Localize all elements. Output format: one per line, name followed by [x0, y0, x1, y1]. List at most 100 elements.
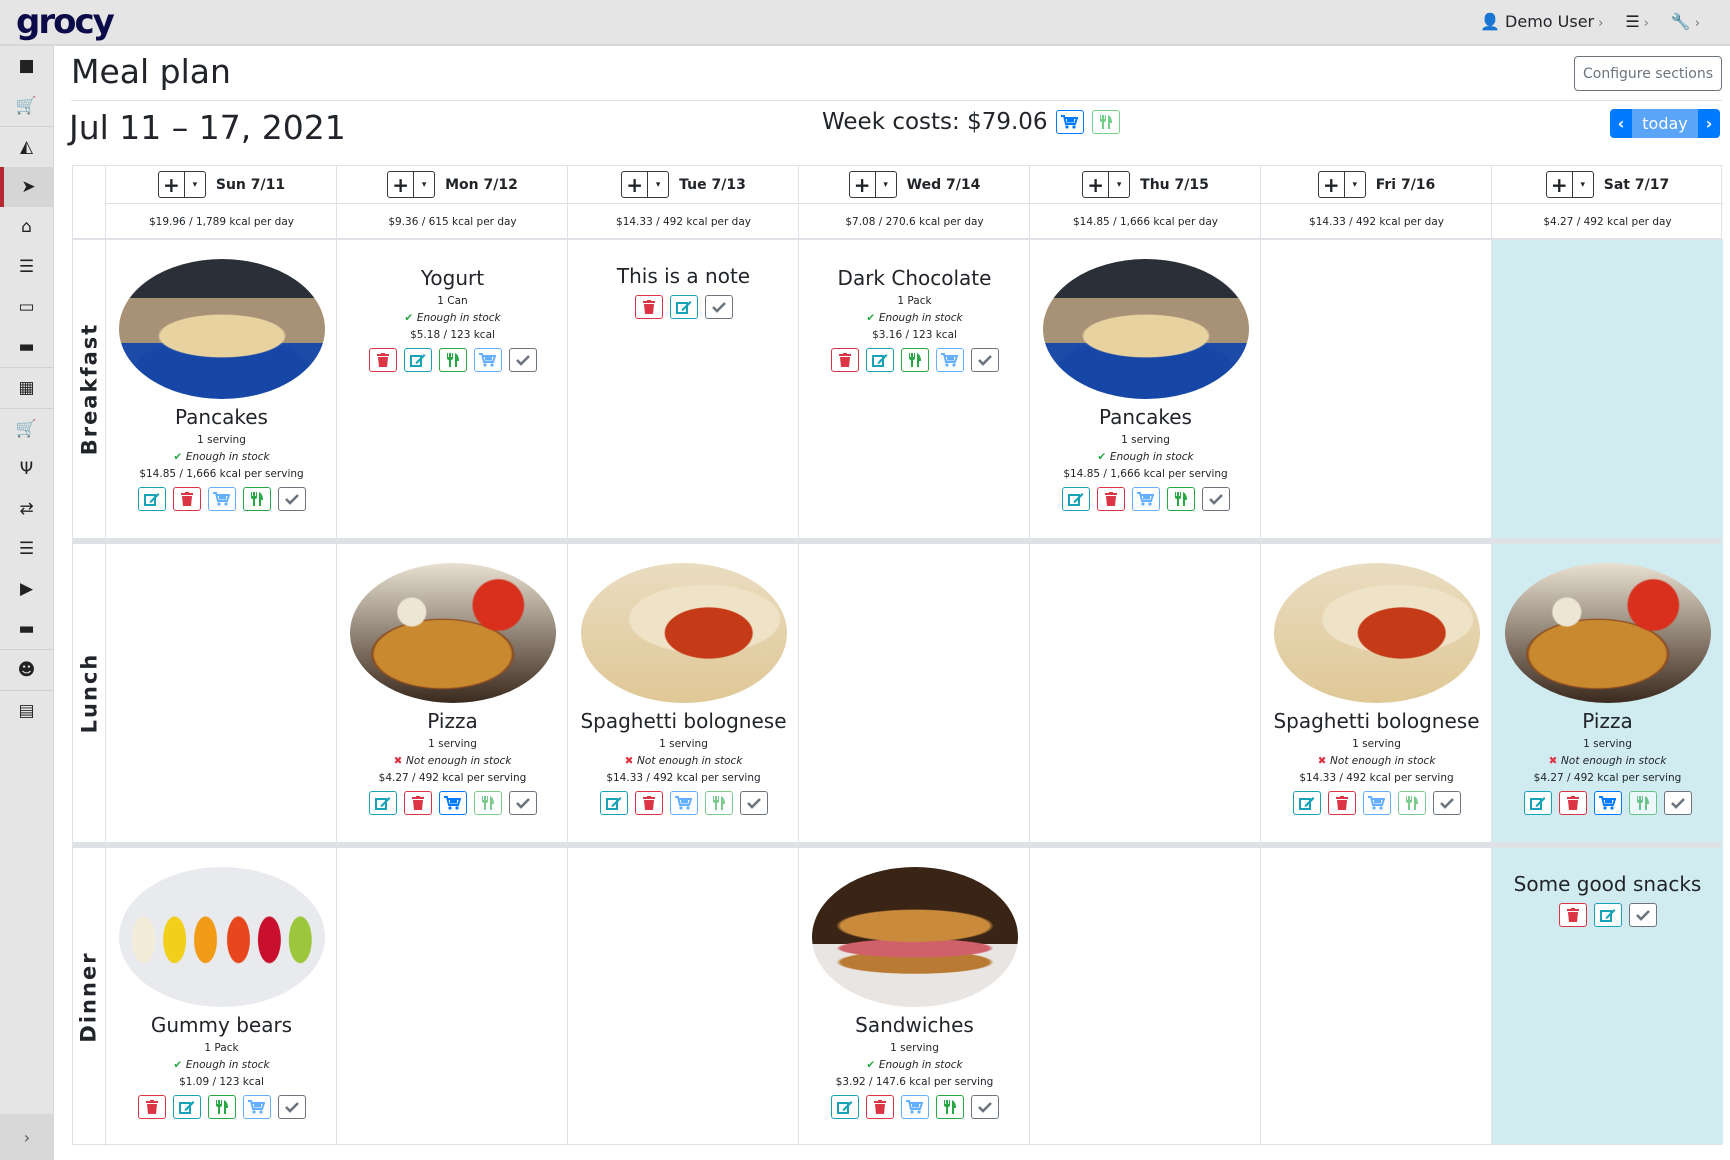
entry-name[interactable]: Gummy bears: [150, 1013, 293, 1037]
week-add-to-shopping-list-button[interactable]: [1055, 110, 1084, 134]
delete-button[interactable]: [368, 348, 397, 372]
mark-done-button[interactable]: [1628, 903, 1657, 927]
entry-name[interactable]: Spaghetti bolognese: [580, 709, 787, 733]
sidebar-item-paper-plane[interactable]: ➤: [0, 167, 53, 207]
add-to-shopping-list-button[interactable]: [935, 348, 964, 372]
edit-button[interactable]: [137, 487, 166, 511]
add-to-shopping-list-button[interactable]: [900, 1095, 929, 1119]
consume-button[interactable]: [900, 348, 929, 372]
next-week-button[interactable]: ›: [1698, 109, 1720, 138]
consume-button[interactable]: [935, 1095, 964, 1119]
delete-button[interactable]: [1558, 791, 1587, 815]
sidebar-item-smile[interactable]: ☻: [0, 650, 53, 690]
delete-button[interactable]: [137, 1095, 166, 1119]
entry-name[interactable]: Sandwiches: [855, 1013, 974, 1037]
delete-button[interactable]: [634, 791, 663, 815]
sidebar-item-exchange[interactable]: ⇄: [0, 489, 53, 529]
entry-name[interactable]: Pancakes: [175, 405, 268, 429]
consume-button[interactable]: [438, 348, 467, 372]
sidebar-item-home[interactable]: ⌂: [0, 207, 53, 247]
sidebar-item-pizza-slice[interactable]: ◭: [0, 127, 53, 167]
edit-button[interactable]: [865, 348, 894, 372]
edit-button[interactable]: [368, 791, 397, 815]
entry-name[interactable]: Yogurt: [420, 266, 485, 290]
add-to-shopping-list-button[interactable]: [1593, 791, 1622, 815]
add-entry-button[interactable]: +: [850, 172, 876, 197]
edit-button[interactable]: [1061, 487, 1090, 511]
add-to-shopping-list-button[interactable]: [242, 1095, 271, 1119]
add-entry-dropdown-button[interactable]: ▾: [1352, 179, 1357, 190]
consume-button[interactable]: [242, 487, 271, 511]
edit-button[interactable]: [669, 295, 698, 319]
mark-done-button[interactable]: [1201, 487, 1230, 511]
delete-button[interactable]: [1558, 903, 1587, 927]
user-menu[interactable]: 👤 Demo User ›: [1480, 12, 1603, 31]
mark-done-button[interactable]: [1663, 791, 1692, 815]
add-to-shopping-list-button[interactable]: [1131, 487, 1160, 511]
delete-button[interactable]: [830, 348, 859, 372]
delete-button[interactable]: [865, 1095, 894, 1119]
mark-done-button[interactable]: [739, 791, 768, 815]
edit-button[interactable]: [172, 1095, 201, 1119]
add-entry-button[interactable]: +: [1319, 172, 1345, 197]
delete-button[interactable]: [172, 487, 201, 511]
entry-name[interactable]: Spaghetti bolognese: [1273, 709, 1480, 733]
consume-button[interactable]: [1628, 791, 1657, 815]
consume-button[interactable]: [207, 1095, 236, 1119]
add-to-shopping-list-button[interactable]: [669, 791, 698, 815]
mark-done-button[interactable]: [970, 1095, 999, 1119]
sidebar-item-cart[interactable]: 🛒: [0, 86, 53, 126]
add-entry-button-group[interactable]: + ▾: [848, 171, 897, 198]
sidebar-item-box[interactable]: ■: [0, 46, 53, 86]
add-entry-dropdown-button[interactable]: ▾: [883, 179, 888, 190]
edit-button[interactable]: [403, 348, 432, 372]
delete-button[interactable]: [634, 295, 663, 319]
add-entry-button[interactable]: +: [1547, 172, 1573, 197]
sidebar-item-battery[interactable]: ▭: [0, 287, 53, 327]
sidebar-item-table[interactable]: ▤: [0, 691, 53, 731]
entry-name[interactable]: Pizza: [427, 709, 478, 733]
add-entry-button[interactable]: +: [159, 172, 185, 197]
add-entry-button-group[interactable]: + ▾: [621, 171, 670, 198]
sidebar-item-list[interactable]: ☰: [0, 529, 53, 569]
sidebar-item-play[interactable]: ▶: [0, 569, 53, 609]
settings-menu[interactable]: ☰ ›: [1625, 12, 1649, 31]
grocy-logo[interactable]: grocy: [16, 2, 115, 42]
entry-name[interactable]: Dark Chocolate: [837, 266, 992, 290]
add-entry-button-group[interactable]: + ▾: [1317, 171, 1366, 198]
add-entry-button-group[interactable]: + ▾: [387, 171, 436, 198]
delete-button[interactable]: [1096, 487, 1125, 511]
sidebar-item-tasks[interactable]: ☰: [0, 247, 53, 287]
add-entry-button-group[interactable]: + ▾: [1545, 171, 1594, 198]
sidebar-item-briefcase[interactable]: ▬: [0, 327, 53, 367]
add-entry-dropdown-button[interactable]: ▾: [192, 179, 198, 190]
consume-button[interactable]: [473, 791, 502, 815]
edit-button[interactable]: [1292, 791, 1321, 815]
today-button[interactable]: today: [1632, 109, 1698, 138]
add-entry-button[interactable]: +: [388, 172, 415, 197]
mark-done-button[interactable]: [704, 295, 733, 319]
configure-sections-button[interactable]: Configure sections: [1574, 56, 1722, 91]
delete-button[interactable]: [1327, 791, 1356, 815]
add-entry-button-group[interactable]: + ▾: [157, 171, 206, 198]
mark-done-button[interactable]: [970, 348, 999, 372]
mark-done-button[interactable]: [1432, 791, 1461, 815]
mark-done-button[interactable]: [508, 348, 537, 372]
tools-menu[interactable]: 🔧 ›: [1671, 12, 1700, 31]
week-consume-button[interactable]: [1091, 110, 1120, 134]
sidebar-item-video[interactable]: ▬: [0, 609, 53, 649]
mark-done-button[interactable]: [277, 1095, 306, 1119]
consume-button[interactable]: [1166, 487, 1195, 511]
sidebar-item-utensils[interactable]: Ψ: [0, 449, 53, 489]
delete-button[interactable]: [403, 791, 432, 815]
sidebar-toggle-button[interactable]: ›: [0, 1114, 54, 1160]
add-to-shopping-list-button[interactable]: [1362, 791, 1391, 815]
previous-week-button[interactable]: ‹: [1610, 109, 1632, 138]
edit-button[interactable]: [1523, 791, 1552, 815]
entry-name[interactable]: Pancakes: [1099, 405, 1192, 429]
add-entry-dropdown-button[interactable]: ▾: [1116, 179, 1122, 190]
add-entry-button[interactable]: +: [1083, 172, 1110, 197]
edit-button[interactable]: [830, 1095, 859, 1119]
add-entry-dropdown-button[interactable]: ▾: [655, 179, 661, 190]
entry-name[interactable]: Pizza: [1582, 709, 1633, 733]
